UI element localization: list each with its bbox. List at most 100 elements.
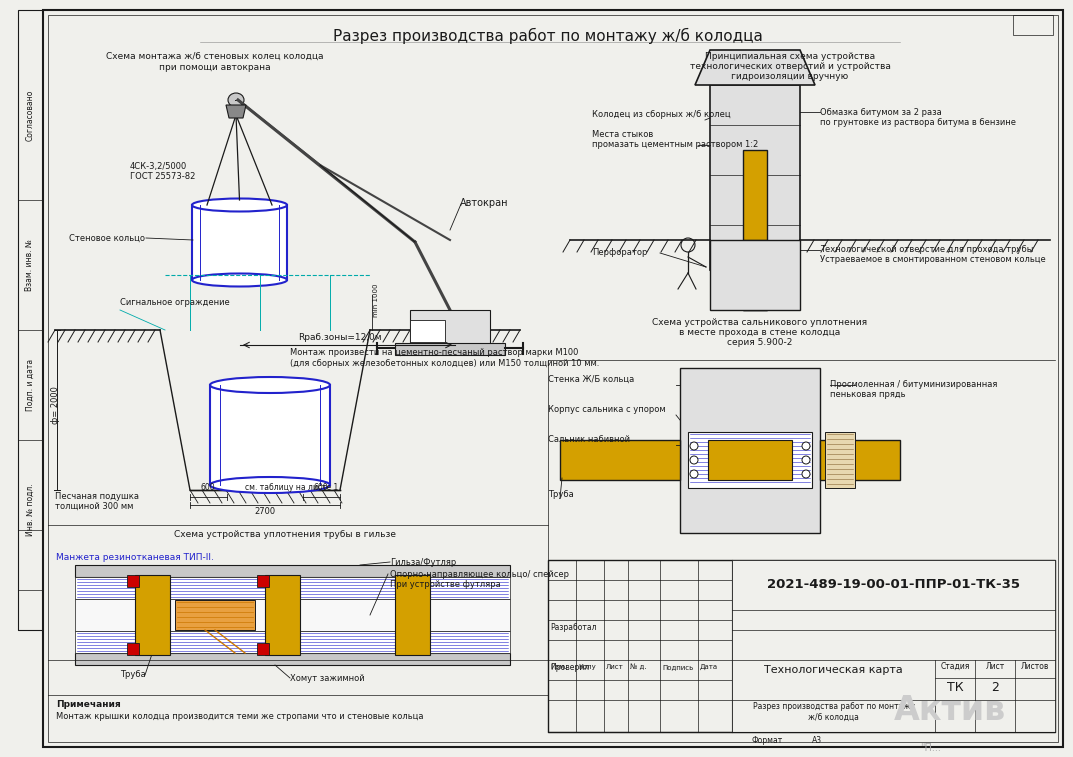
Ellipse shape (690, 456, 699, 464)
Text: гидроизоляции вручную: гидроизоляции вручную (732, 72, 849, 81)
Text: Манжета резинотканевая ТИП-II.: Манжета резинотканевая ТИП-II. (56, 553, 214, 562)
Bar (820, 440, 900, 480)
Text: Rраб.зоны=12,0м: Rраб.зоны=12,0м (298, 333, 382, 342)
Bar (743, 240, 767, 310)
Bar (410, 320, 445, 342)
Text: Труба: Труба (120, 670, 146, 679)
Text: Лист: Лист (606, 664, 623, 670)
Bar (210, 385, 330, 485)
Text: Стадия: Стадия (940, 662, 970, 671)
Text: Устраеваемое в смонтированном стеновом кольце: Устраеваемое в смонтированном стеновом к… (820, 255, 1046, 264)
Bar (688, 432, 812, 488)
Ellipse shape (802, 456, 810, 464)
Bar (560, 440, 680, 480)
Text: серия 5.900-2: серия 5.900-2 (727, 338, 793, 347)
Text: Взам. инв. №: Взам. инв. № (26, 239, 34, 291)
Text: Колу: Колу (578, 664, 596, 670)
Text: Принципиальная схема устройства: Принципиальная схема устройства (705, 52, 876, 61)
Text: толщиной 300 мм: толщиной 300 мм (55, 502, 133, 511)
Ellipse shape (210, 477, 330, 493)
Text: Примечания: Примечания (56, 700, 121, 709)
Polygon shape (226, 105, 246, 118)
Text: Формат: Формат (752, 736, 783, 745)
Bar (75, 577, 510, 599)
Text: 600: 600 (313, 483, 328, 492)
Bar (18, 10, 43, 630)
Text: промазать цементным раствором 1:2: промазать цементным раствором 1:2 (592, 140, 759, 149)
Text: "П...: "П... (920, 743, 941, 753)
Text: Схема устройства уплотнения трубы в гильзе: Схема устройства уплотнения трубы в гиль… (174, 530, 396, 539)
Text: Схема устройства сальникового уплотнения: Схема устройства сальникового уплотнения (652, 318, 868, 327)
Text: Изм.: Изм. (550, 664, 567, 670)
Bar (175, 600, 255, 630)
Text: при помощи автокрана: при помощи автокрана (159, 63, 270, 72)
Bar (75, 653, 510, 665)
Text: Автокран: Автокран (460, 198, 509, 208)
Text: Инв. № подл.: Инв. № подл. (26, 484, 34, 536)
Text: Сальник набивной: Сальник набивной (548, 435, 630, 444)
Polygon shape (695, 50, 815, 85)
Text: Технологической отверстие для прохода трубы: Технологической отверстие для прохода тр… (820, 245, 1033, 254)
Bar (127, 575, 139, 587)
Text: технологических отверстий и устройства: технологических отверстий и устройства (690, 62, 891, 71)
Bar (410, 310, 490, 345)
Text: 2021-489-19-00-01-ППР-01-ТК-35: 2021-489-19-00-01-ППР-01-ТК-35 (767, 578, 1020, 591)
Text: см. таблицу на листе 1: см. таблицу на листе 1 (245, 483, 338, 492)
Text: Опорно-направляющее кольцо/ спейсер: Опорно-направляющее кольцо/ спейсер (389, 570, 569, 579)
Text: Разрез производства работ по монтажу ж/б колодца: Разрез производства работ по монтажу ж/б… (333, 28, 763, 44)
Bar (548, 560, 1055, 732)
Text: Лист: Лист (985, 662, 1004, 671)
Text: Места стыков: Места стыков (592, 130, 653, 139)
Bar (708, 440, 792, 480)
Bar (75, 565, 510, 577)
Bar (127, 643, 139, 655)
Ellipse shape (690, 442, 699, 450)
Ellipse shape (802, 470, 810, 478)
Text: Колодец из сборных ж/б колец: Колодец из сборных ж/б колец (592, 110, 731, 119)
Text: Проверил: Проверил (550, 663, 589, 672)
Text: Листов: Листов (1020, 662, 1049, 671)
Text: Корпус сальника с упором: Корпус сальника с упором (548, 405, 665, 414)
Text: Разработал: Разработал (550, 623, 597, 632)
Bar (258, 643, 269, 655)
Text: пеньковая прядь: пеньковая прядь (831, 390, 906, 399)
Text: ж/б колодца: ж/б колодца (808, 713, 859, 722)
Text: Обмазка битумом за 2 раза: Обмазка битумом за 2 раза (820, 108, 942, 117)
Bar (732, 560, 1055, 732)
Text: Подпись: Подпись (662, 664, 693, 670)
Text: Актив: Актив (894, 693, 1006, 727)
Text: Сигнальное ограждение: Сигнальное ограждение (120, 298, 230, 307)
Bar (680, 368, 820, 533)
Text: Просмоленная / битуминизированная: Просмоленная / битуминизированная (831, 380, 998, 389)
Text: ГОСТ 25573-82: ГОСТ 25573-82 (130, 172, 195, 181)
Text: в месте прохода в стене колодца: в месте прохода в стене колодца (679, 328, 840, 337)
Bar (75, 631, 510, 653)
Text: Монтаж крышки колодца производится теми же стропами что и стеновые кольца: Монтаж крышки колодца производится теми … (56, 712, 424, 721)
Text: Песчаная подушка: Песчаная подушка (55, 492, 139, 501)
Text: Разрез производства работ по монтажу: Разрез производства работ по монтажу (752, 702, 914, 711)
Text: Труба: Труба (548, 490, 574, 499)
Ellipse shape (210, 377, 330, 393)
Text: Технологическая карта: Технологическая карта (764, 665, 902, 675)
Bar (75, 599, 510, 631)
Text: Гильза/Футляр: Гильза/Футляр (389, 558, 456, 567)
Ellipse shape (192, 273, 286, 286)
Ellipse shape (802, 442, 810, 450)
Ellipse shape (690, 470, 699, 478)
Text: ф= 2000: ф= 2000 (50, 386, 59, 424)
Text: А3: А3 (812, 736, 822, 745)
Bar (710, 240, 800, 310)
Text: Хомут зажимной: Хомут зажимной (290, 674, 365, 683)
Text: Стеновое кольцо: Стеновое кольцо (69, 233, 145, 242)
Text: Монтаж произвести на цементно-песчаный раствор марки М100: Монтаж произвести на цементно-песчаный р… (290, 348, 578, 357)
Text: min 1000: min 1000 (373, 283, 379, 316)
Text: 600: 600 (201, 483, 216, 492)
Bar (395, 575, 430, 655)
Ellipse shape (227, 93, 244, 107)
Bar (1013, 15, 1053, 35)
Text: Схема монтажа ж/б стеновых колец колодца: Схема монтажа ж/б стеновых колец колодца (106, 52, 324, 61)
Text: 4СК-3,2/5000: 4СК-3,2/5000 (130, 162, 188, 171)
Bar (743, 150, 767, 310)
Text: ТК: ТК (946, 681, 964, 694)
Text: Дата: Дата (700, 664, 718, 670)
